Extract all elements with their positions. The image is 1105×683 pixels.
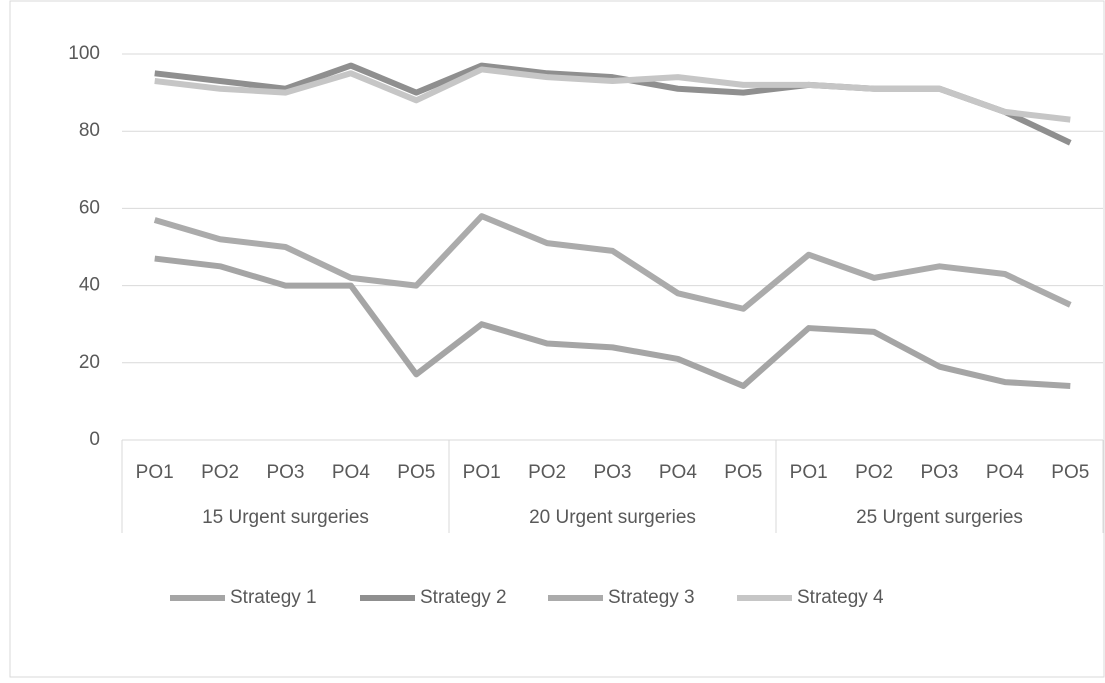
chart-frame xyxy=(9,0,1105,678)
x-tick-label: PO1 xyxy=(463,462,501,483)
y-tick-label: 40 xyxy=(79,275,100,296)
x-tick-label: PO4 xyxy=(986,462,1024,483)
y-tick-label: 60 xyxy=(79,197,100,218)
x-tick-label: PO5 xyxy=(397,462,435,483)
legend-label: Strategy 1 xyxy=(230,587,317,608)
x-tick-label: PO4 xyxy=(659,462,697,483)
x-tick-label: PO2 xyxy=(201,462,239,483)
legend-label: Strategy 4 xyxy=(797,587,884,608)
x-tick-label: PO3 xyxy=(266,462,304,483)
y-tick-label: 20 xyxy=(79,352,100,373)
y-tick-label: 0 xyxy=(89,429,100,450)
x-tick-label: PO1 xyxy=(136,462,174,483)
group-label: 25 Urgent surgeries xyxy=(856,507,1023,528)
group-label: 15 Urgent surgeries xyxy=(202,507,369,528)
x-tick-label: PO4 xyxy=(332,462,370,483)
x-tick-label: PO5 xyxy=(1051,462,1089,483)
series-line xyxy=(154,255,1071,389)
legend-label: Strategy 3 xyxy=(608,587,695,608)
x-tick-label: PO1 xyxy=(790,462,828,483)
y-tick-label: 80 xyxy=(79,120,100,141)
x-tick-label: PO3 xyxy=(920,462,958,483)
series-line xyxy=(153,213,1072,312)
x-tick-label: PO5 xyxy=(724,462,762,483)
x-tick-label: PO3 xyxy=(593,462,631,483)
x-tick-label: PO2 xyxy=(528,462,566,483)
series-line xyxy=(154,66,1071,123)
y-tick-label: 100 xyxy=(68,43,100,64)
group-label: 20 Urgent surgeries xyxy=(529,507,696,528)
x-tick-label: PO2 xyxy=(855,462,893,483)
legend-label: Strategy 2 xyxy=(420,587,507,608)
